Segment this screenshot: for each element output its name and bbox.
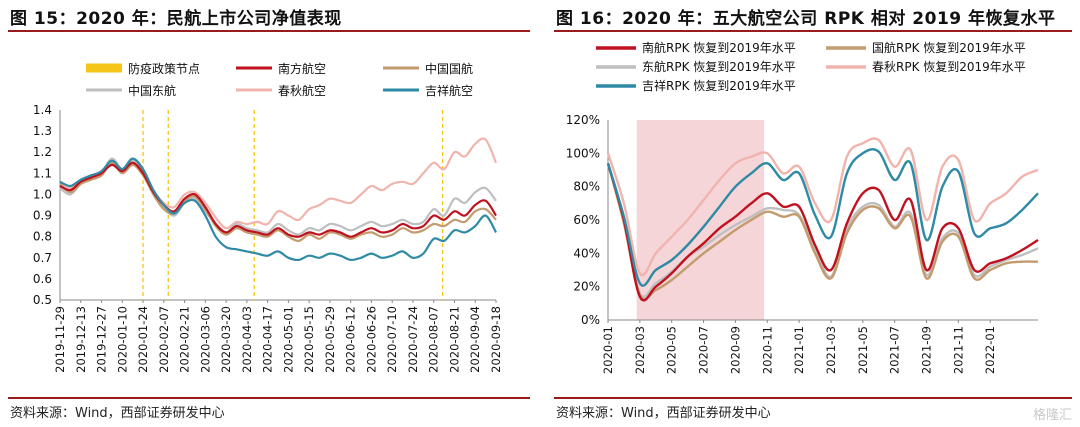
y-tick-label-4: 80% bbox=[573, 180, 600, 194]
y-tick-label-1: 0.6 bbox=[33, 272, 52, 286]
x-tick-label-20: 2020-09-04 bbox=[468, 306, 482, 373]
x-tick-label-10: 2021-09 bbox=[920, 326, 934, 374]
x-tick-label-9: 2020-04-03 bbox=[240, 306, 254, 373]
x-tick-label-11: 2021-11 bbox=[951, 326, 965, 374]
legend-label-1: 南方航空 bbox=[278, 61, 326, 76]
y-tick-label-4: 0.9 bbox=[33, 209, 52, 223]
legend-label-4: 春秋航空 bbox=[278, 83, 326, 98]
legend-label-4: 吉祥RPK 恢复到2019年水平 bbox=[642, 79, 796, 93]
legend-label-3: 春秋RPK 恢复到2019年水平 bbox=[872, 60, 1026, 74]
x-tick-label-16: 2020-07-10 bbox=[385, 306, 399, 373]
x-tick-label-1: 2019-12-13 bbox=[74, 306, 88, 373]
right-chart-title: 图 16：2020 年：五大航空公司 RPK 相对 2019 年恢复水平 bbox=[556, 9, 1056, 29]
x-tick-label-9: 2021-07 bbox=[888, 326, 902, 374]
y-tick-label-6: 120% bbox=[566, 113, 600, 127]
legend-label-3: 中国东航 bbox=[128, 83, 176, 98]
legend-label-5: 吉祥航空 bbox=[425, 83, 473, 98]
y-tick-label-3: 60% bbox=[573, 213, 600, 227]
left-source-note: 资料来源：Wind，西部证券研发中心 bbox=[10, 406, 225, 421]
x-tick-label-4: 2020-01-24 bbox=[136, 306, 150, 373]
y-tick-label-0: 0.5 bbox=[33, 293, 52, 307]
x-tick-label-6: 2021-01 bbox=[792, 326, 806, 374]
x-tick-label-18: 2020-08-07 bbox=[427, 306, 441, 373]
x-tick-label-3: 2020-07 bbox=[697, 326, 711, 374]
y-tick-label-9: 1.4 bbox=[33, 103, 52, 117]
watermark-text: 格隆汇 bbox=[1032, 408, 1072, 423]
chart-panel-right: 图 16：2020 年：五大航空公司 RPK 相对 2019 年恢复水平 南航R… bbox=[546, 0, 1080, 427]
series-line-4 bbox=[606, 148, 1039, 287]
legend-label-0: 防疫政策节点 bbox=[128, 61, 200, 76]
x-tick-label-8: 2020-03-20 bbox=[219, 306, 233, 373]
x-tick-label-7: 2021-03 bbox=[824, 326, 838, 374]
x-tick-label-3: 2020-01-10 bbox=[115, 306, 129, 373]
x-tick-label-1: 2020-03 bbox=[633, 326, 647, 374]
x-tick-label-21: 2020-09-18 bbox=[489, 306, 503, 373]
x-tick-label-4: 2020-09 bbox=[728, 326, 742, 374]
series-line-0 bbox=[59, 161, 497, 238]
x-tick-label-5: 2020-11 bbox=[760, 326, 774, 374]
left-title-rule bbox=[8, 30, 530, 32]
y-tick-label-1: 20% bbox=[573, 280, 600, 294]
x-tick-label-12: 2022-01 bbox=[983, 326, 997, 374]
y-tick-label-0: 0% bbox=[581, 313, 600, 327]
x-tick-label-0: 2019-11-29 bbox=[53, 306, 67, 373]
y-tick-label-8: 1.3 bbox=[33, 124, 52, 138]
series-line-0 bbox=[606, 162, 1039, 302]
legend-label-0: 南航RPK 恢复到2019年水平 bbox=[642, 40, 796, 55]
x-tick-label-10: 2020-04-17 bbox=[261, 306, 275, 373]
x-tick-label-15: 2020-06-26 bbox=[364, 306, 378, 373]
x-tick-label-6: 2020-02-21 bbox=[178, 306, 192, 373]
x-tick-label-17: 2020-07-24 bbox=[406, 306, 420, 373]
y-tick-label-3: 0.8 bbox=[33, 230, 52, 244]
y-tick-label-5: 100% bbox=[566, 146, 600, 160]
series-line-2 bbox=[59, 157, 497, 236]
series-line-3 bbox=[606, 137, 1039, 277]
y-tick-label-2: 0.7 bbox=[33, 251, 52, 265]
series-line-4 bbox=[59, 157, 497, 262]
y-tick-label-5: 1.0 bbox=[33, 187, 52, 201]
x-tick-label-2: 2019-12-27 bbox=[95, 306, 109, 373]
chart-panel-left: 图 15：2020 年：民航上市公司净值表现 防疫政策节点 南方航空 中国国航中国东… bbox=[0, 0, 538, 427]
x-tick-label-7: 2020-03-06 bbox=[198, 306, 212, 373]
legend-label-2: 中国国航 bbox=[425, 61, 473, 76]
right-title-rule bbox=[554, 30, 1072, 32]
y-tick-label-6: 1.1 bbox=[33, 166, 52, 180]
x-tick-label-19: 2020-08-21 bbox=[447, 306, 461, 373]
x-tick-label-11: 2020-05-01 bbox=[281, 306, 295, 373]
x-tick-label-8: 2021-05 bbox=[856, 326, 870, 374]
right-source-rule bbox=[554, 397, 1072, 399]
series-line-1 bbox=[606, 162, 1039, 301]
x-tick-label-0: 2020-01 bbox=[601, 326, 615, 374]
y-tick-label-7: 1.2 bbox=[33, 145, 52, 159]
x-tick-label-2: 2020-05 bbox=[665, 326, 679, 374]
x-tick-label-14: 2020-06-12 bbox=[344, 306, 358, 373]
left-chart-title: 图 15：2020 年：民航上市公司净值表现 bbox=[10, 9, 342, 29]
legend-label-2: 东航RPK 恢复到2019年水平 bbox=[642, 59, 796, 74]
legend-label-1: 国航RPK 恢复到2019年水平 bbox=[872, 40, 1026, 55]
x-tick-label-5: 2020-02-07 bbox=[157, 306, 171, 373]
series-line-1 bbox=[59, 161, 497, 243]
x-tick-label-13: 2020-05-29 bbox=[323, 306, 337, 373]
y-tick-label-2: 40% bbox=[573, 246, 600, 260]
series-line-3 bbox=[59, 137, 498, 230]
right-source-note: 资料来源：Wind，西部证券研发中心 bbox=[556, 406, 771, 421]
left-source-rule bbox=[8, 397, 530, 399]
x-tick-label-12: 2020-05-15 bbox=[302, 306, 316, 373]
